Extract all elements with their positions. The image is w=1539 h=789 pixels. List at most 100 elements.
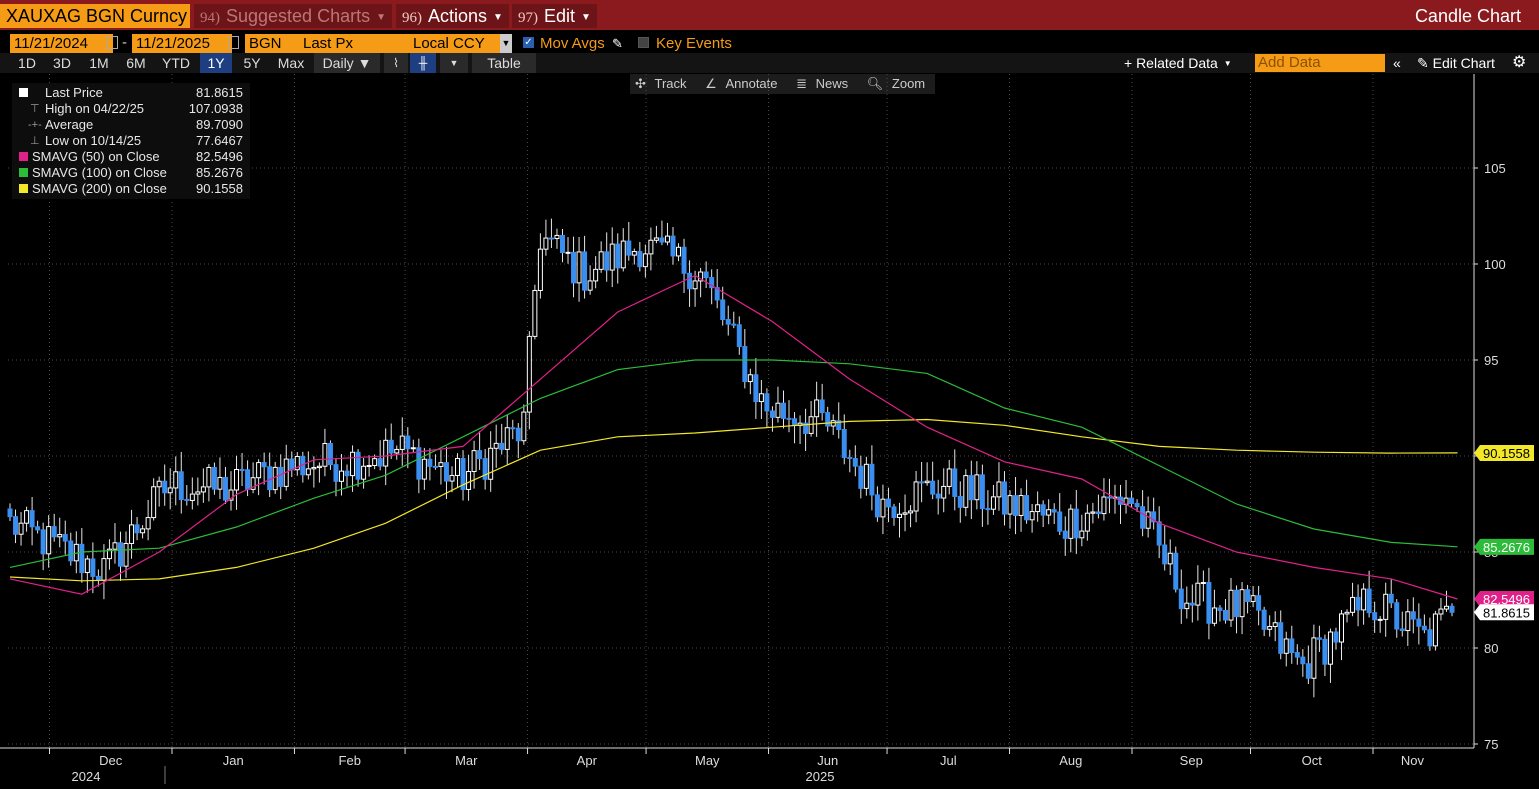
candle-down bbox=[731, 323, 737, 326]
chart-tools: ✣ Track ∠ Annotate ≣ News 🔍︎ Zoom bbox=[630, 74, 936, 94]
add-data-input[interactable]: Add Data bbox=[1255, 54, 1385, 72]
candle-down bbox=[1162, 544, 1168, 565]
legend-low[interactable]: ⊥ Low on 10/14/25 77.6467 bbox=[12, 133, 250, 149]
candle-up bbox=[228, 489, 234, 501]
candle-up bbox=[642, 253, 648, 268]
pencil-icon[interactable]: ✎ bbox=[612, 36, 623, 51]
line-chart-icon[interactable]: ⌇ bbox=[384, 53, 408, 73]
candle-down bbox=[510, 427, 516, 430]
candle-up bbox=[112, 542, 118, 550]
candle-down bbox=[7, 508, 13, 518]
candle-up bbox=[1327, 631, 1333, 665]
candle-down bbox=[626, 240, 632, 256]
legend-value: 82.5496 bbox=[196, 149, 243, 164]
legend-high[interactable]: ⊤ High on 04/22/25 107.0938 bbox=[12, 101, 250, 117]
table-button[interactable]: Table bbox=[472, 53, 536, 73]
calendar-icon[interactable] bbox=[107, 36, 118, 49]
range-max[interactable]: Max bbox=[277, 55, 305, 71]
candle-down bbox=[703, 271, 709, 279]
candle-down bbox=[1410, 611, 1416, 620]
ticker-field[interactable]: XAUXAG BGN Curncy bbox=[0, 4, 191, 28]
candle-up bbox=[1250, 595, 1256, 602]
related-data-button[interactable]: + Related Data ▼ bbox=[1124, 53, 1232, 73]
actions-menu[interactable]: 96) Actions ▼ bbox=[396, 4, 509, 28]
candle-up bbox=[338, 470, 344, 482]
candle-down bbox=[1173, 552, 1179, 590]
key-events-label[interactable]: Key Events bbox=[656, 35, 732, 52]
y-tick-label: 75 bbox=[1484, 737, 1498, 752]
candle-up bbox=[1239, 589, 1245, 618]
candle-up bbox=[421, 458, 427, 480]
candle-up bbox=[609, 243, 615, 271]
candle-down bbox=[333, 464, 339, 482]
period-selector[interactable]: Daily ▼ bbox=[314, 53, 380, 73]
range-1m[interactable]: 1M bbox=[89, 55, 109, 71]
candle-down bbox=[681, 246, 687, 274]
legend-label: Last Price bbox=[45, 85, 103, 100]
calendar-icon[interactable] bbox=[228, 36, 239, 49]
currency-dropdown-icon[interactable]: ▼ bbox=[500, 34, 512, 53]
source-field[interactable]: BGN bbox=[245, 34, 301, 53]
suggested-charts-menu[interactable]: 94) Suggested Charts ▼ bbox=[194, 4, 392, 28]
currency-field[interactable]: Local CCY bbox=[409, 34, 507, 53]
legend-last-price[interactable]: Last Price 81.8615 bbox=[12, 85, 250, 101]
candle-down bbox=[1151, 511, 1157, 523]
candle-up bbox=[990, 496, 996, 510]
year-label: 2025 bbox=[806, 769, 835, 784]
track-tool[interactable]: ✣ Track bbox=[635, 76, 687, 91]
candle-up bbox=[1101, 496, 1107, 515]
legend-sma100[interactable]: SMAVG (100) on Close 85.2676 bbox=[12, 165, 250, 181]
candle-down bbox=[68, 540, 74, 562]
candle-up bbox=[101, 558, 107, 581]
candle-up bbox=[1029, 511, 1035, 521]
header-bar: XAUXAG BGN Curncy 94) Suggested Charts ▼ 9… bbox=[0, 0, 1539, 30]
range-1d[interactable]: 1D bbox=[18, 55, 36, 71]
candle-up bbox=[366, 464, 372, 467]
edit-num: 97) bbox=[518, 10, 538, 26]
candle-up bbox=[234, 469, 240, 491]
legend-sma200[interactable]: SMAVG (200) on Close 90.1558 bbox=[12, 181, 250, 197]
gear-icon[interactable]: ⚙ bbox=[1512, 54, 1527, 71]
legend-value: 85.2676 bbox=[196, 165, 243, 180]
candle-up bbox=[1383, 593, 1389, 620]
candle-up bbox=[189, 493, 195, 501]
start-date-field[interactable]: 11/21/2024 bbox=[10, 34, 113, 53]
candle-up bbox=[1184, 602, 1190, 610]
legend-sma50[interactable]: SMAVG (50) on Close 82.5496 bbox=[12, 149, 250, 165]
candle-up bbox=[449, 474, 455, 482]
candle-up bbox=[1267, 626, 1273, 630]
chart-style-dropdown-icon[interactable]: ▼ bbox=[440, 53, 468, 73]
candle-chart-icon[interactable]: ╫ bbox=[410, 53, 436, 73]
zoom-tool[interactable]: 🔍︎ Zoom bbox=[866, 76, 926, 91]
candle-up bbox=[410, 447, 416, 450]
candle-down bbox=[615, 243, 621, 269]
legend-average[interactable]: -+- Average 89.7090 bbox=[12, 117, 250, 133]
range-ytd[interactable]: YTD bbox=[162, 55, 190, 71]
annotate-tool[interactable]: ∠ Annotate bbox=[705, 76, 778, 91]
collapse-icon[interactable]: « bbox=[1393, 55, 1401, 71]
key-events-checkbox[interactable] bbox=[638, 37, 649, 48]
sma200-line bbox=[9, 418, 1458, 582]
field-selector[interactable]: Last Px bbox=[299, 34, 410, 53]
y-tick-label: 95 bbox=[1484, 353, 1498, 368]
range-3d[interactable]: 3D bbox=[53, 55, 71, 71]
candle-up bbox=[57, 534, 63, 538]
mov-avgs-label[interactable]: Mov Avgs bbox=[540, 35, 605, 52]
last-price-tag: 81.8615 bbox=[1474, 604, 1534, 621]
chart-legend: Last Price 81.8615 ⊤ High on 04/22/25 107.0… bbox=[12, 83, 250, 199]
range-1y[interactable]: 1Y bbox=[200, 53, 232, 73]
end-date-field[interactable]: 11/21/2025 bbox=[132, 34, 232, 53]
edit-chart-button[interactable]: ✎ Edit Chart bbox=[1417, 53, 1495, 73]
news-tool[interactable]: ≣ News bbox=[796, 76, 849, 91]
annotate-label: Annotate bbox=[725, 76, 778, 91]
range-6m[interactable]: 6M bbox=[126, 55, 146, 71]
candle-down bbox=[659, 237, 665, 243]
candle-down bbox=[637, 251, 643, 268]
range-5y[interactable]: 5Y bbox=[243, 55, 261, 71]
mov-avgs-checkbox[interactable]: ✓ bbox=[523, 37, 534, 48]
x-tick-label: Feb bbox=[339, 753, 361, 768]
candle-up bbox=[1377, 618, 1383, 621]
edit-menu[interactable]: 97) Edit ▼ bbox=[512, 4, 597, 28]
legend-value: 81.8615 bbox=[196, 85, 243, 100]
